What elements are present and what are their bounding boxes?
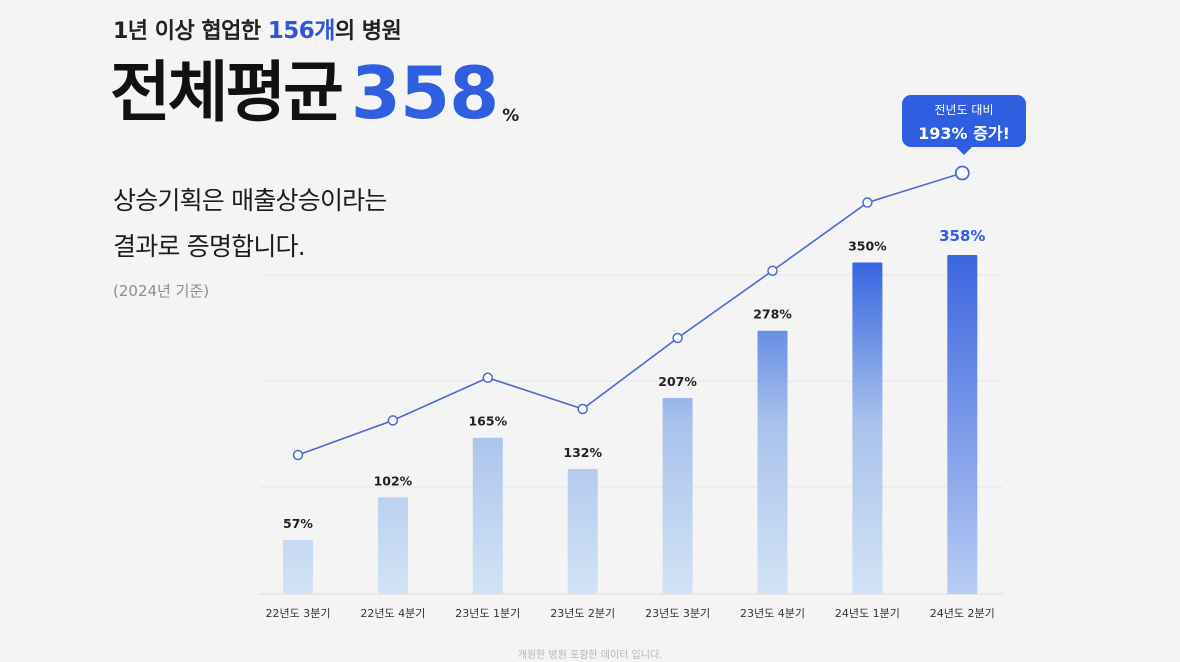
subtitle: 상승기획은 매출상승이라는 결과로 증명합니다. xyxy=(113,178,387,270)
subtitle-line-1: 상승기획은 매출상승이라는 xyxy=(113,186,387,215)
bar-7 xyxy=(852,262,883,594)
category-label-1: 22년도 3분기 xyxy=(266,607,331,620)
value-label-5: 207% xyxy=(658,374,697,389)
trend-point-5 xyxy=(672,332,683,344)
increase-callout: 전년도 대비 193% 증가! xyxy=(902,95,1026,155)
headline-label: 전체평균 xyxy=(110,54,344,131)
trend-point-3 xyxy=(482,372,494,383)
hospital-count: 156개 xyxy=(267,18,336,44)
category-label-4: 23년도 2분기 xyxy=(550,607,615,620)
value-label-4: 132% xyxy=(563,445,602,460)
value-label-2: 102% xyxy=(374,473,413,488)
trend-point-7 xyxy=(862,197,873,208)
bar-5 xyxy=(662,397,693,594)
value-label-7: 350% xyxy=(848,239,887,254)
basis-note: (2024년 기준) xyxy=(113,282,210,300)
footnote: 개원한 병원 포함한 데이터 입니다. xyxy=(517,650,663,661)
value-label-6: 278% xyxy=(753,307,792,322)
category-label-5: 23년도 3분기 xyxy=(645,607,710,620)
subtitle-line-2: 결과로 증명합니다. xyxy=(113,232,306,261)
trend-line xyxy=(297,172,963,456)
trend-point-1 xyxy=(292,449,304,461)
headline-value: 358 xyxy=(350,51,499,135)
value-label-8: 358% xyxy=(939,227,985,245)
category-label-6: 23년도 4분기 xyxy=(740,607,805,620)
category-label-3: 23년도 1분기 xyxy=(455,607,520,620)
bar-2 xyxy=(377,497,408,594)
category-label-2: 22년도 4분기 xyxy=(360,607,425,620)
value-label-1: 57% xyxy=(283,516,313,531)
headline: 전체평균 358 % xyxy=(110,52,519,134)
trend-point-2 xyxy=(387,415,399,426)
bar-1 xyxy=(283,540,313,594)
top-summary-suffix: 의 병원 xyxy=(334,19,402,44)
trend-point-8 xyxy=(954,165,970,181)
value-label-3: 165% xyxy=(468,414,507,429)
bar-8 xyxy=(947,254,978,594)
bar-4 xyxy=(567,468,598,594)
callout-line-2: 193% 증가! xyxy=(918,124,1010,143)
top-summary-prefix: 1년 이상 협업한 xyxy=(113,19,268,44)
top-summary: 1년 이상 협업한 156개의 병원 xyxy=(113,11,402,45)
bar-3 xyxy=(472,437,503,594)
headline-unit: % xyxy=(502,106,520,126)
category-label-7: 24년도 1분기 xyxy=(835,607,900,620)
trend-point-4 xyxy=(577,403,588,415)
trend-point-6 xyxy=(767,265,778,276)
category-label-8: 24년도 2분기 xyxy=(930,607,995,620)
bar-6 xyxy=(757,330,788,594)
callout-line-1: 전년도 대비 xyxy=(934,103,994,117)
